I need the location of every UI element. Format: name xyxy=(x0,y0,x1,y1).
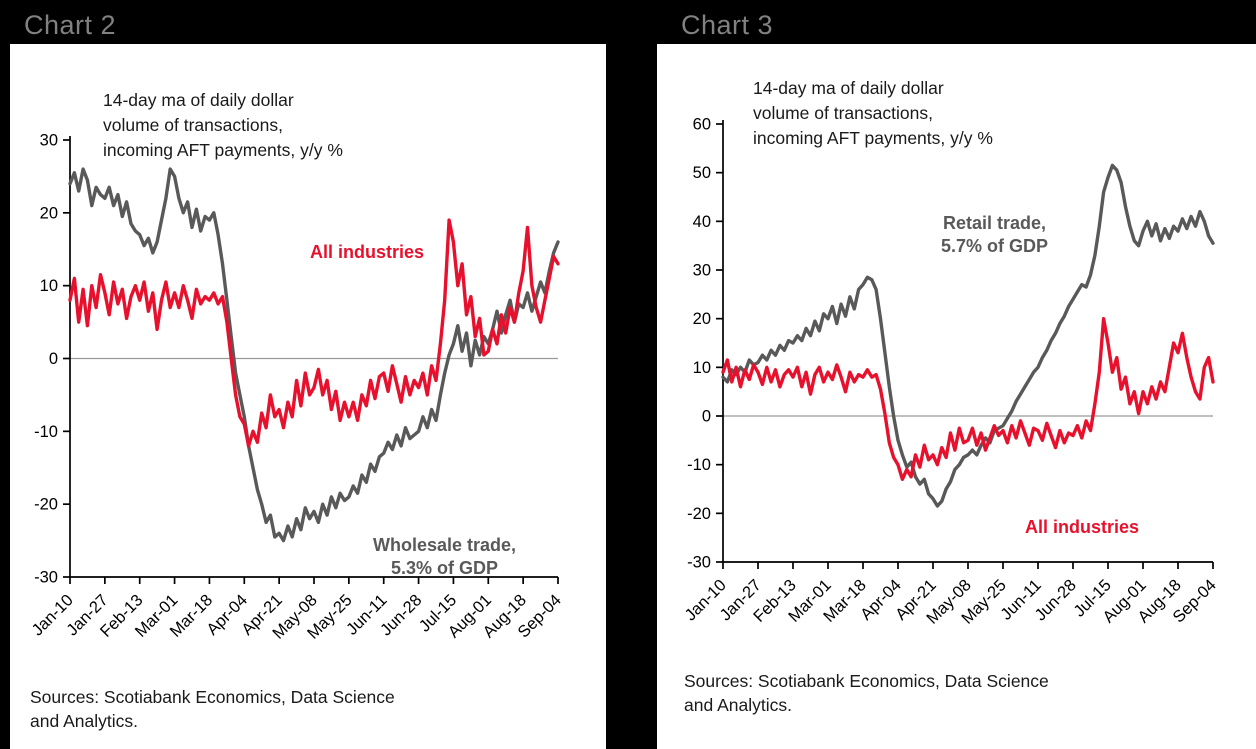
y-tick-label: 20 xyxy=(40,204,58,222)
y-tick-label: -20 xyxy=(687,505,711,523)
y-tick-label: -10 xyxy=(687,456,711,474)
chart2-header: Chart 2 xyxy=(24,10,117,40)
series-line-retail-trade-5-7-of-gdp xyxy=(721,163,1215,508)
chart3-label-retail-trade: Retail trade, 5.7% of GDP xyxy=(940,213,1049,256)
series-line-all-industries xyxy=(68,218,560,448)
chart3-label-all-industries: All industries xyxy=(1024,517,1140,537)
chart2-label-all-industries: All industries xyxy=(309,242,425,262)
y-tick-label: -10 xyxy=(34,423,58,441)
chart2-label-wholesale-trade: Wholesale trade, 5.3% of GDP xyxy=(372,535,517,578)
y-tick-label: -30 xyxy=(34,569,58,587)
y-tick-label: 10 xyxy=(40,277,58,295)
series-line-all-industries xyxy=(721,317,1215,481)
chart3-header: Chart 3 xyxy=(681,10,774,40)
chart2-panel: 30 20 10 0 -10 -20 -30 Jan-10 Jan-27 Feb-13 Mar-01… xyxy=(10,44,606,749)
y-tick-label: 60 xyxy=(693,116,711,134)
chart2-plot: 3020100-10-20-30Jan-10Jan-27Feb-13Mar-01… xyxy=(28,132,564,643)
chart3-annotation: 14-day ma of daily dollar volume of tran… xyxy=(753,78,993,148)
y-tick-label: -20 xyxy=(34,496,58,514)
y-tick-label: 30 xyxy=(40,132,58,150)
chart3-sources: Sources: Scotiabank Economics, Data Scie… xyxy=(684,671,1049,715)
y-tick-label: 0 xyxy=(702,408,711,426)
chart3-plot: 6050403020100-10-20-30Jan-10Jan-27Feb-13… xyxy=(681,116,1219,628)
chart2-sources: Sources: Scotiabank Economics, Data Scie… xyxy=(30,687,395,731)
y-tick-label: -30 xyxy=(687,554,711,572)
chart3-panel: 60 50 40 30 20 10 0 -10 -20 -30 Jan-10 Jan-27 Feb-13… xyxy=(657,44,1256,749)
y-tick-label: 0 xyxy=(49,350,58,368)
y-tick-label: 50 xyxy=(693,164,711,182)
y-tick-label: 40 xyxy=(693,213,711,231)
y-tick-label: 30 xyxy=(693,262,711,280)
y-tick-label: 20 xyxy=(693,310,711,328)
chart2-annotation: 14-day ma of daily dollar volume of tran… xyxy=(103,90,343,160)
y-tick-label: 10 xyxy=(693,359,711,377)
series-line-wholesale-trade-5-3-of-gdp xyxy=(68,167,560,543)
